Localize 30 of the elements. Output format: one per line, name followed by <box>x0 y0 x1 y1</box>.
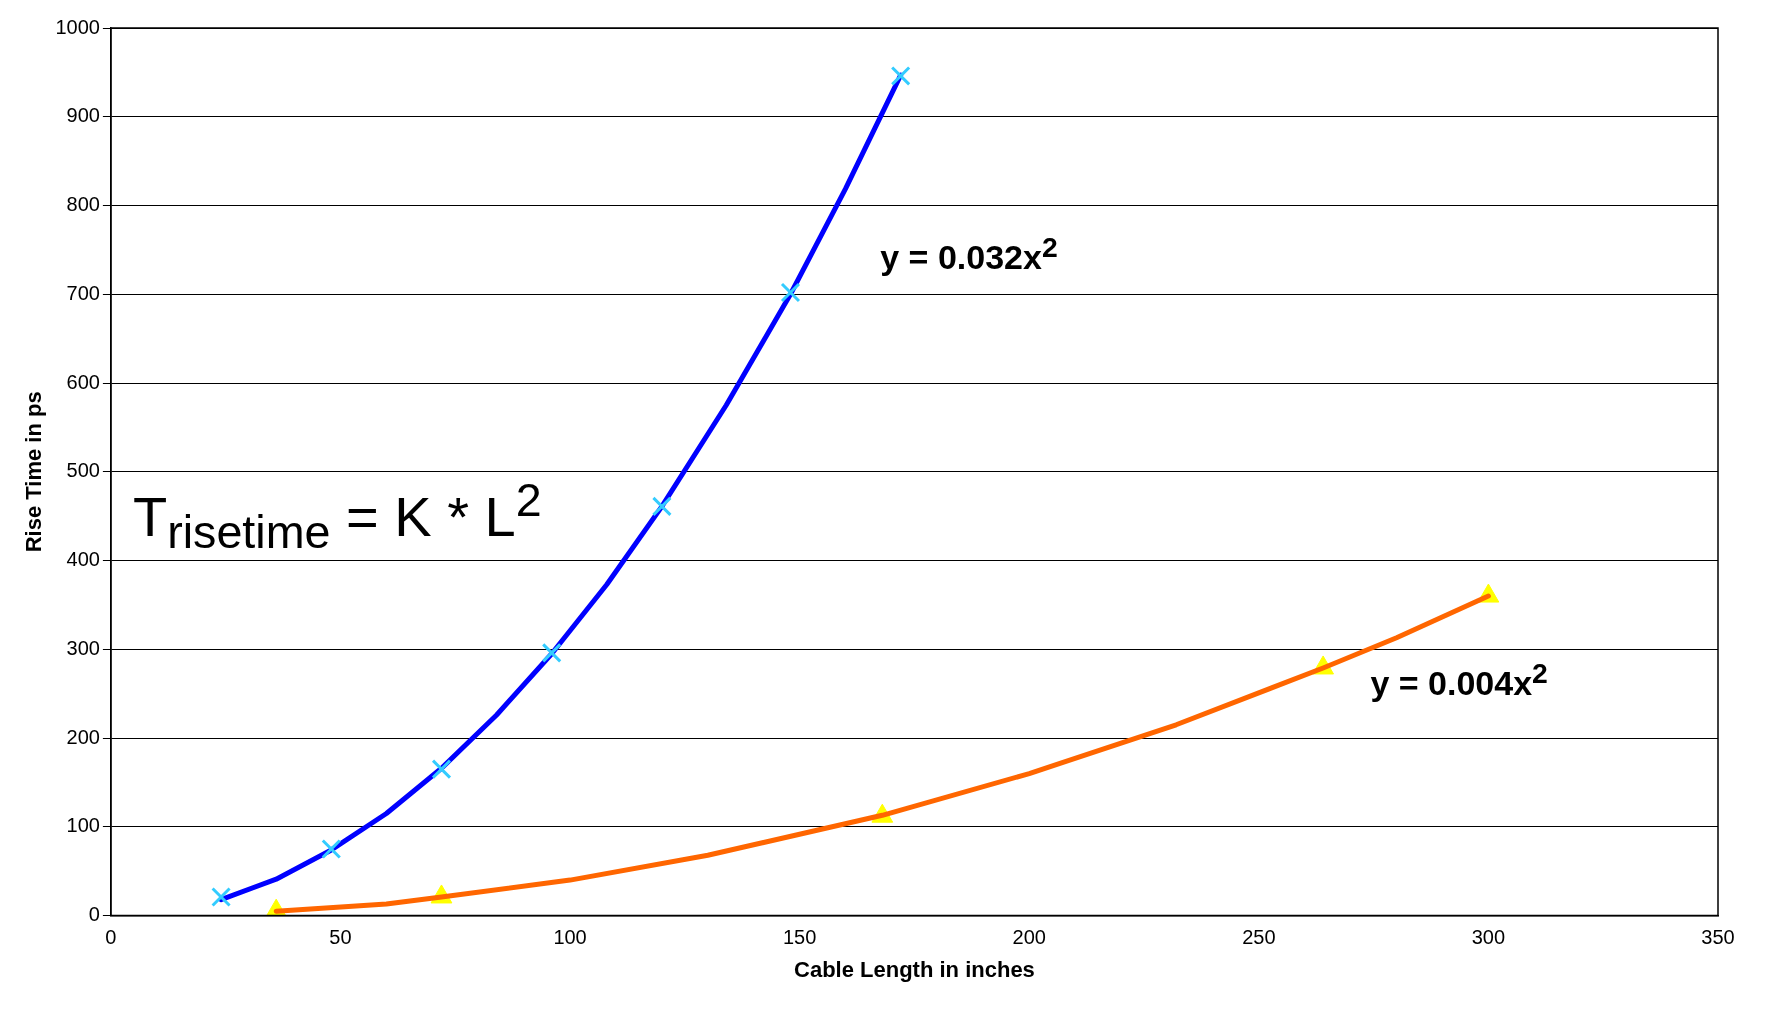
annotation: T$_{risetime}$ = K * L$^{2}$ <box>126 473 548 560</box>
y-tick-label: 1000 <box>55 15 100 38</box>
x-axis-title: Cable Length in inches <box>794 956 1035 982</box>
y-tick-label: 0 <box>88 903 100 926</box>
y-tick-label: 900 <box>66 104 100 127</box>
point <box>431 759 452 780</box>
x-tick-label: 200 <box>1012 926 1046 949</box>
point <box>890 65 911 86</box>
y-tick-label: 300 <box>66 636 100 659</box>
x-tick-label: 50 <box>329 926 352 949</box>
x-tick-label: 350 <box>1701 926 1735 949</box>
y-tick-label: 700 <box>66 281 100 304</box>
y-tick-label: 400 <box>66 548 100 571</box>
x-tick-label: 300 <box>1471 926 1506 949</box>
x-tick-label: 150 <box>782 926 817 949</box>
y-tick-label: 800 <box>66 193 100 216</box>
annotation: y = 0.004x$^{2}$ <box>1364 657 1554 704</box>
point <box>541 642 562 663</box>
y-tick-label: 500 <box>66 459 100 482</box>
x-tick-label: 250 <box>1242 926 1276 949</box>
y-tick-label: 600 <box>66 370 100 393</box>
x-tick-label: 100 <box>553 926 587 949</box>
y-tick-label: 200 <box>66 725 100 748</box>
x-tick-label: 0 <box>105 926 117 949</box>
y-tick-label: 100 <box>66 814 100 837</box>
y-axis-title: Rise Time in ps <box>21 391 47 553</box>
point <box>780 282 801 303</box>
annotation: y = 0.032x$^{2}$ <box>874 231 1064 278</box>
point <box>651 496 672 517</box>
point <box>211 886 232 907</box>
